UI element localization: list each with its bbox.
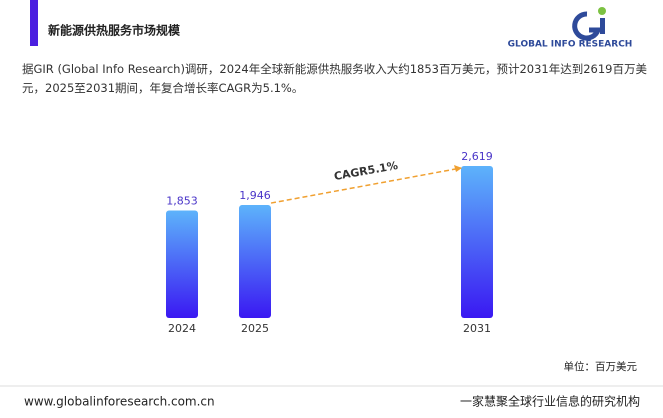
cagr-label: CAGR5.1%: [333, 159, 399, 183]
value-label: 2,619: [461, 150, 493, 163]
unit-label: 单位：百万美元: [564, 360, 638, 373]
bar: [239, 205, 271, 318]
description: 据GIR (Global Info Research)调研，2024年全球新能源…: [22, 62, 647, 95]
header-accent: [30, 0, 38, 46]
cagr-line: [270, 167, 462, 204]
x-tick-label: 2024: [168, 322, 196, 335]
bar: [166, 210, 198, 318]
header-title: 新能源供热服务市场规模: [48, 23, 181, 38]
footer-slogan: 一家慧聚全球行业信息的研究机构: [460, 394, 640, 409]
logo-text: GLOBAL INFO RESEARCH: [508, 40, 633, 50]
bar: [461, 166, 493, 318]
value-label: 1,946: [239, 189, 271, 202]
value-label: 1,853: [166, 194, 198, 207]
x-tick-label: 2031: [463, 322, 491, 335]
logo-mark: [572, 7, 606, 41]
cagr-arrow: [454, 165, 462, 172]
x-tick-label: 2025: [241, 322, 269, 335]
footer-website: www.globalinforesearch.com.cn: [24, 395, 215, 409]
